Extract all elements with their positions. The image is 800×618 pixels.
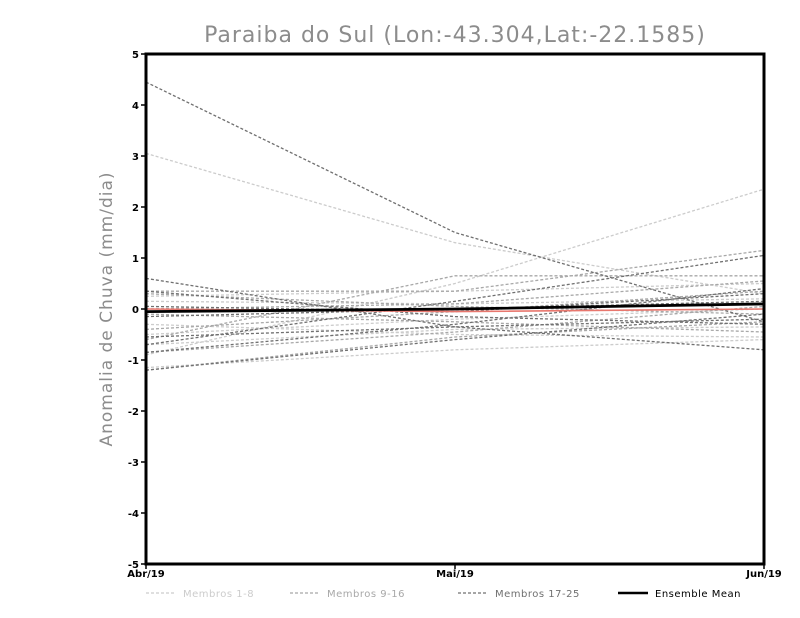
series-line-membro-7 [145, 282, 765, 297]
y-ticks: -5 -4 -3 -2 -1 0 1 2 3 4 5 [128, 50, 146, 571]
series-line-membro-16 [145, 293, 765, 315]
x-ticks: Abr/19 Mai/19 Jun/19 [127, 564, 782, 580]
series-line-membro-21 [145, 254, 765, 346]
series-line-membro-23 [145, 300, 765, 318]
y-tick-label: -3 [128, 458, 139, 469]
series-line-membro-10 [146, 249, 765, 292]
legend-label: Membros 9-16 [327, 589, 405, 600]
x-tick-label: Jun/19 [745, 569, 782, 580]
y-tick-label: 4 [132, 101, 139, 112]
legend: Membros 1-8 Membros 9-16 Membros 17-25 Ense… [146, 589, 741, 600]
series-line-membro-19 [145, 287, 765, 354]
series-line-membro-4 [145, 323, 765, 338]
series-layer [145, 81, 765, 371]
series-line-membro-18 [145, 277, 765, 351]
series-line-membro-6 [145, 308, 765, 336]
series-line-membro-2 [145, 338, 765, 369]
y-tick-label: 0 [132, 305, 139, 316]
series-line-ensemble-mean [145, 302, 765, 313]
chart-title: Paraiba do Sul (Lon:-43.304,Lat:-22.1585… [204, 23, 706, 48]
y-tick-label: 2 [132, 203, 139, 214]
x-tick-label: Abr/19 [127, 569, 164, 580]
x-tick-label: Mai/19 [436, 569, 474, 580]
series-line-membro-12 [145, 305, 765, 354]
series-line-membro-15 [145, 321, 765, 371]
y-tick-label: -5 [128, 560, 139, 571]
series-line-membro-1 [145, 152, 765, 295]
series-line-membro-20 [145, 313, 765, 371]
legend-label: Membros 1-8 [183, 589, 254, 600]
series-line-membro-25 [145, 293, 765, 313]
series-line-membro-14 [145, 290, 765, 331]
y-tick-label: 5 [132, 50, 139, 61]
series-line-membro-11 [145, 313, 765, 333]
y-axis-label: Anomalia de Chuva (mm/dia) [97, 171, 117, 446]
legend-label: Ensemble Mean [655, 589, 741, 600]
series-line-membro-9 [145, 275, 764, 341]
y-tick-label: -2 [128, 407, 139, 418]
series-line-membro-8 [145, 326, 765, 346]
legend-label: Membros 17-25 [495, 589, 580, 600]
series-line-membro-13 [145, 280, 765, 310]
y-tick-label: -1 [128, 356, 139, 367]
series-line-membro-24 [145, 318, 765, 338]
y-tick-label: 3 [132, 152, 139, 163]
y-tick-label: 1 [132, 254, 139, 265]
series-line-membro-3 [145, 188, 765, 356]
y-tick-label: -4 [128, 509, 139, 520]
